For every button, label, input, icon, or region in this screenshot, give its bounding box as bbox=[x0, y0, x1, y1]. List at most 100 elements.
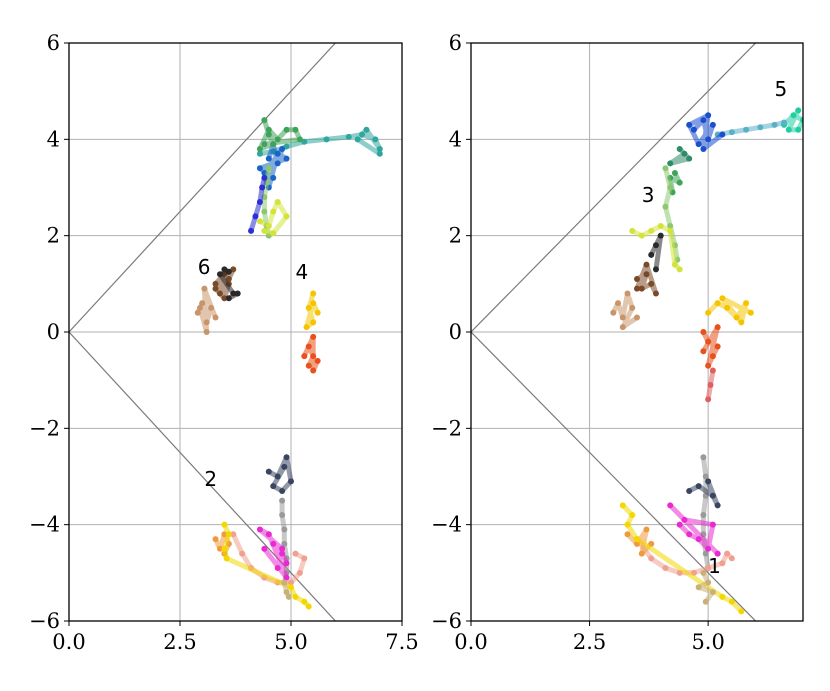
data-point bbox=[296, 136, 303, 143]
data-point bbox=[310, 333, 317, 340]
y-tick-label: 6 bbox=[47, 31, 60, 55]
left-scatter-panel: 0.0 2.5 5.0 7.5 6 4 2 0 −2 −4 −6 6 4 2 bbox=[29, 31, 419, 654]
data-point bbox=[248, 227, 255, 234]
series-19 bbox=[695, 569, 716, 605]
annotations: 5 3 1 bbox=[642, 77, 788, 578]
data-point bbox=[265, 155, 272, 162]
data-point bbox=[700, 348, 707, 355]
data-point bbox=[709, 521, 716, 528]
data-point bbox=[283, 454, 290, 461]
y-tick-label: 6 bbox=[449, 31, 462, 55]
data-point bbox=[700, 454, 707, 461]
data-point bbox=[643, 526, 650, 533]
data-point bbox=[705, 579, 712, 586]
data-point bbox=[216, 545, 223, 552]
data-point bbox=[279, 550, 286, 557]
y-tick-label: −6 bbox=[29, 609, 60, 633]
data-point bbox=[719, 295, 726, 302]
data-point bbox=[624, 290, 631, 297]
annotation-label: 1 bbox=[708, 554, 721, 578]
data-point bbox=[667, 227, 674, 234]
data-point bbox=[705, 478, 712, 485]
data-point bbox=[705, 136, 712, 143]
data-point bbox=[643, 261, 650, 268]
data-point bbox=[714, 300, 721, 307]
data-point bbox=[354, 136, 361, 143]
series-6 bbox=[629, 223, 683, 273]
data-point bbox=[283, 213, 290, 220]
data-point bbox=[662, 165, 669, 172]
series-3 bbox=[667, 145, 693, 167]
data-point bbox=[700, 117, 707, 124]
data-point bbox=[667, 502, 674, 509]
data-point bbox=[695, 483, 702, 490]
data-point bbox=[221, 295, 228, 302]
x-tick-label: 2.5 bbox=[163, 630, 196, 654]
data-point bbox=[201, 285, 208, 292]
data-point bbox=[771, 121, 778, 128]
series-5 bbox=[248, 174, 268, 234]
data-point bbox=[274, 160, 281, 167]
data-point bbox=[728, 555, 735, 562]
data-point bbox=[676, 521, 683, 528]
annotation-label: 5 bbox=[775, 77, 788, 101]
data-point bbox=[279, 497, 286, 504]
data-point bbox=[743, 300, 750, 307]
data-point bbox=[690, 126, 697, 133]
reference-lines bbox=[69, 43, 336, 621]
y-tick-label: −4 bbox=[29, 513, 60, 537]
data-point bbox=[709, 367, 716, 374]
series-18 bbox=[619, 502, 745, 615]
data-point bbox=[221, 545, 228, 552]
x-tick-label: 7.5 bbox=[385, 630, 418, 654]
data-point bbox=[292, 126, 299, 133]
data-point bbox=[270, 230, 277, 237]
data-point bbox=[652, 266, 659, 273]
data-point bbox=[270, 174, 277, 181]
data-point bbox=[208, 304, 215, 311]
data-point bbox=[648, 555, 655, 562]
x-tick-label: 0.0 bbox=[52, 630, 85, 654]
data-point bbox=[303, 324, 310, 331]
data-point bbox=[695, 584, 702, 591]
data-point bbox=[265, 468, 272, 475]
data-point bbox=[230, 290, 237, 297]
series-8 bbox=[216, 266, 241, 302]
data-point bbox=[225, 531, 232, 538]
reference-line bbox=[471, 43, 757, 333]
reference-line bbox=[471, 331, 757, 621]
data-point bbox=[652, 290, 659, 297]
series-10 bbox=[705, 295, 754, 326]
data-point bbox=[305, 603, 312, 610]
data-point bbox=[676, 145, 683, 152]
data-point bbox=[724, 304, 731, 311]
series-2 bbox=[686, 112, 726, 152]
series-16 bbox=[634, 536, 735, 576]
data-point bbox=[270, 540, 277, 547]
data-point bbox=[225, 268, 232, 275]
data-point bbox=[652, 242, 659, 249]
data-point bbox=[256, 145, 263, 152]
data-point bbox=[203, 319, 210, 326]
data-point bbox=[259, 184, 266, 191]
data-point bbox=[695, 536, 702, 543]
series-14 bbox=[686, 478, 721, 509]
data-point bbox=[728, 129, 735, 136]
data-point bbox=[239, 550, 246, 557]
data-point bbox=[274, 150, 281, 157]
data-point bbox=[301, 353, 308, 360]
data-point bbox=[785, 126, 792, 133]
data-point bbox=[281, 526, 288, 533]
data-point bbox=[695, 141, 702, 148]
data-point bbox=[283, 589, 290, 596]
data-point bbox=[619, 324, 626, 331]
data-point bbox=[648, 280, 655, 287]
data-point bbox=[657, 223, 664, 230]
data-point bbox=[270, 208, 277, 215]
y-tick-label: 4 bbox=[47, 127, 60, 151]
series-trajectory bbox=[257, 117, 303, 152]
series-4 bbox=[256, 198, 290, 237]
series-17 bbox=[624, 526, 655, 557]
data-point bbox=[714, 324, 721, 331]
data-point bbox=[292, 593, 299, 600]
